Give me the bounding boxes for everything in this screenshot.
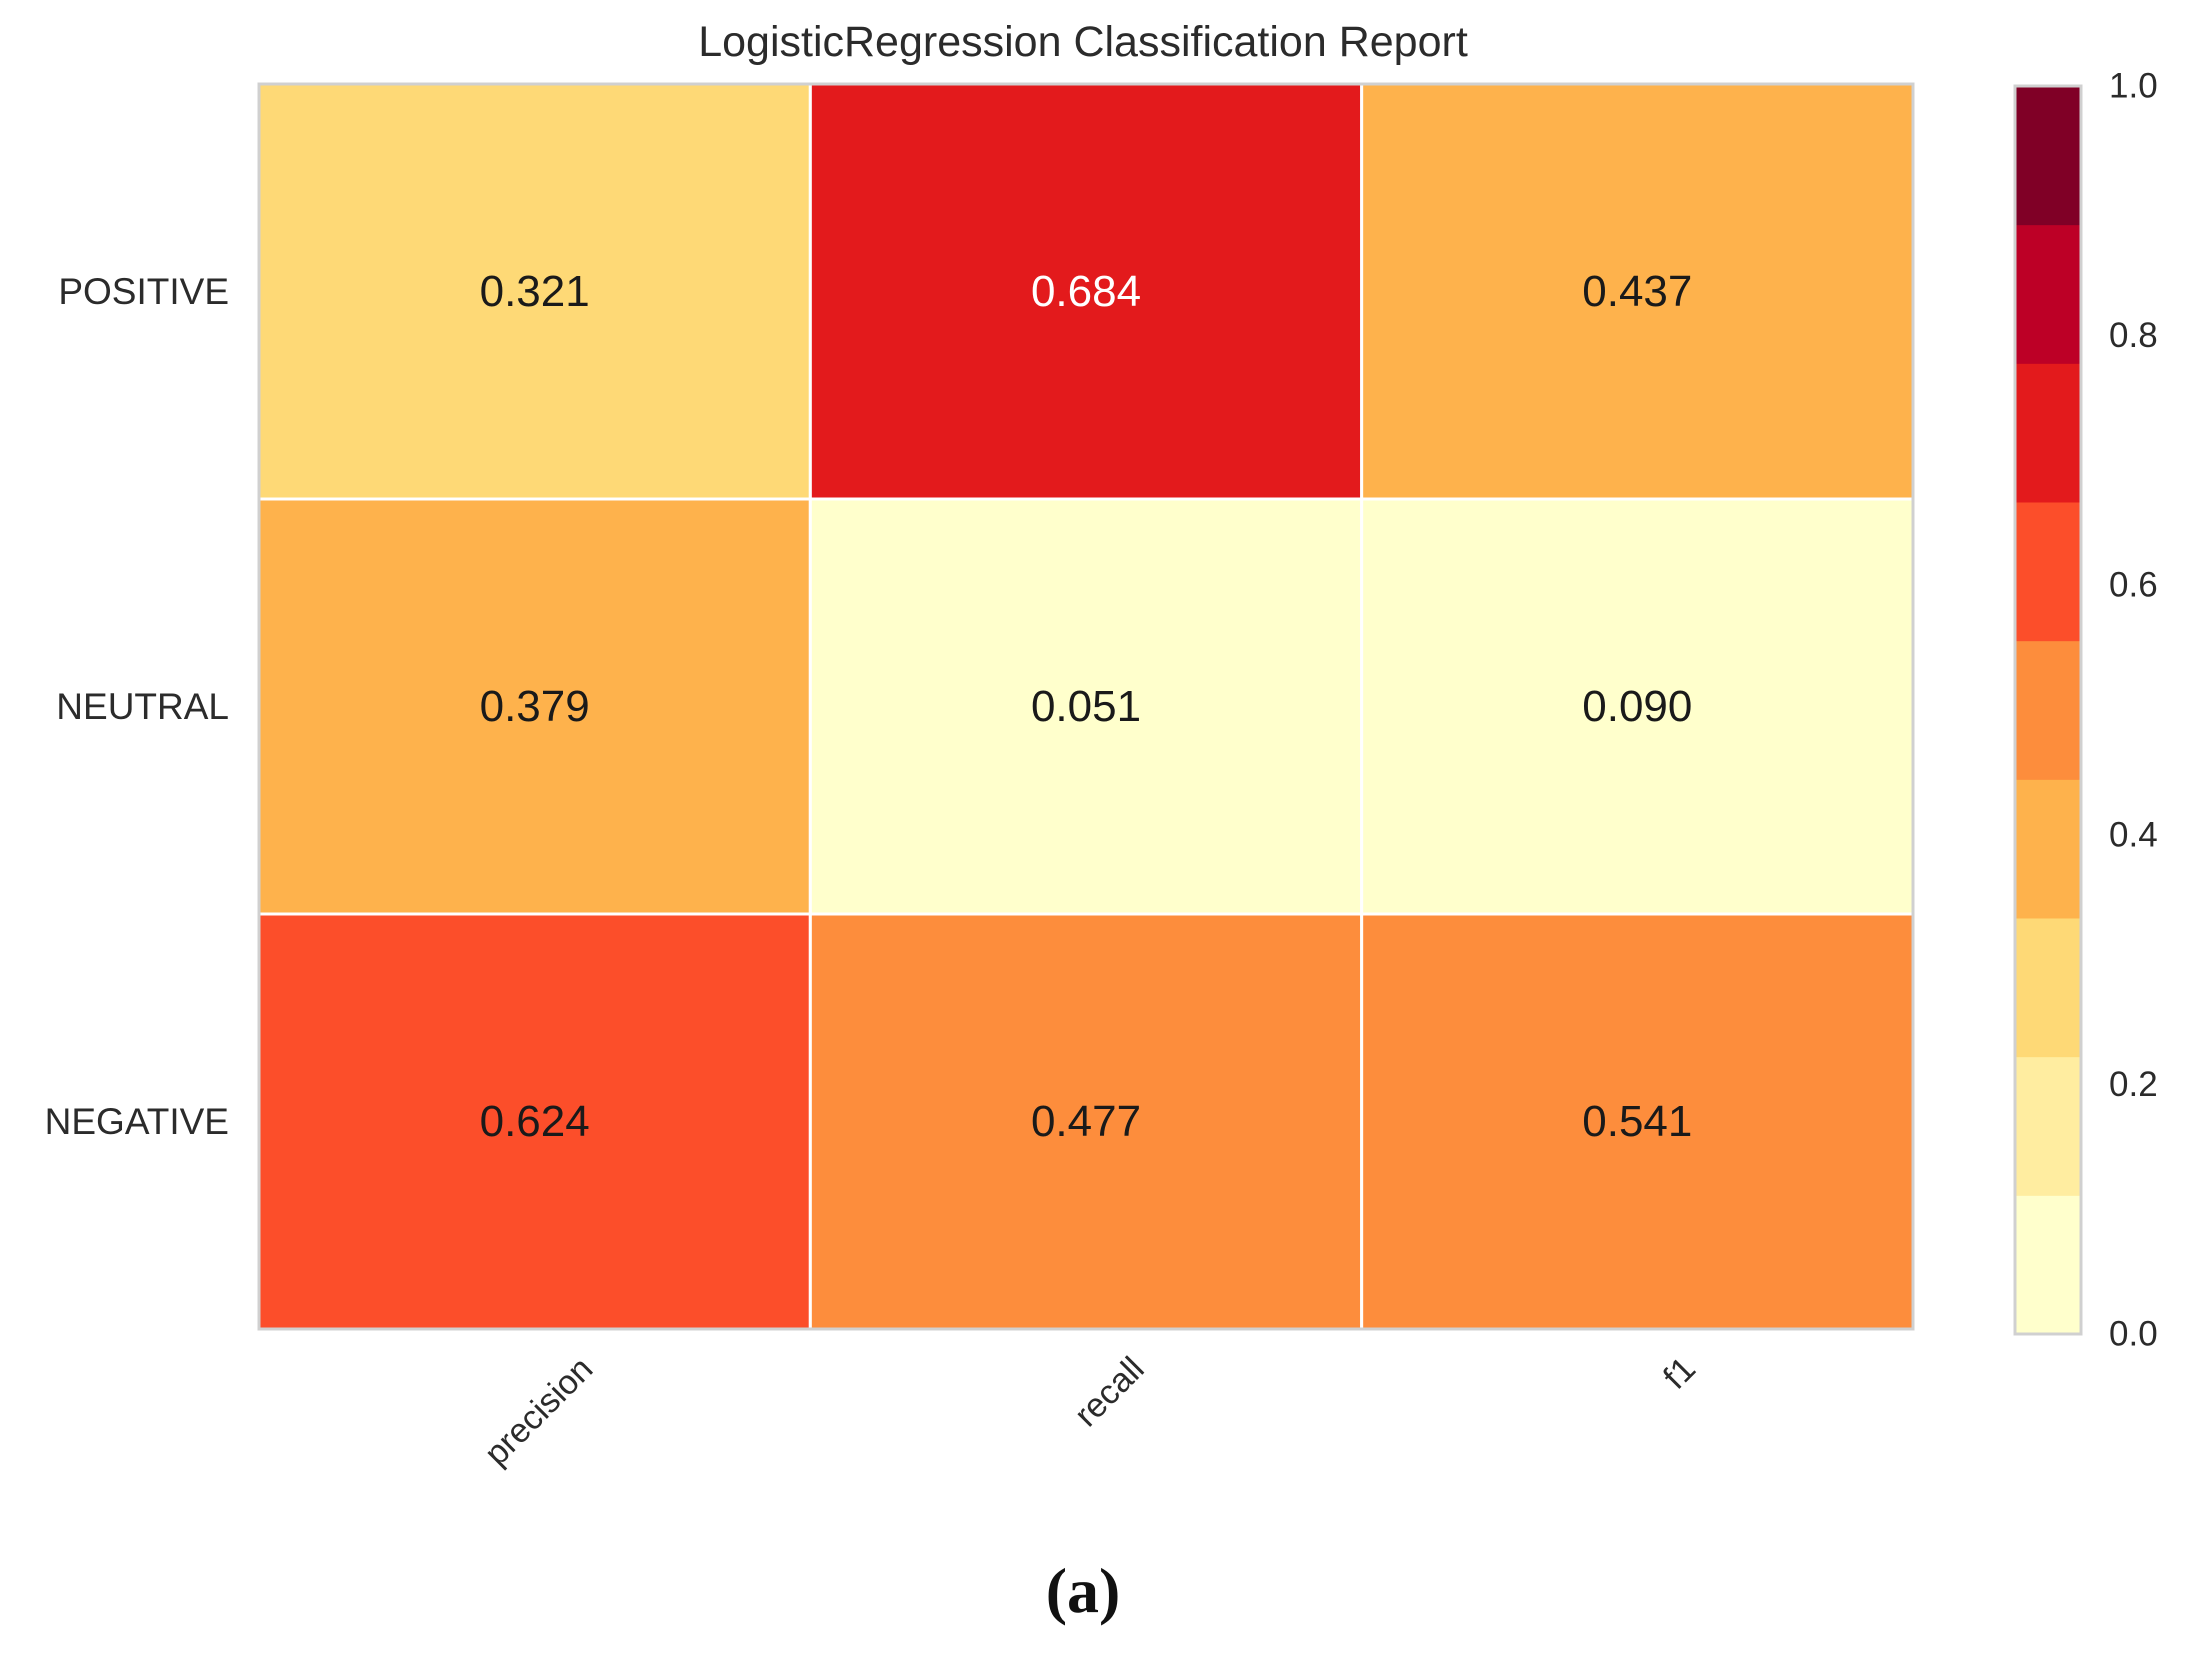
colorbar-tick-label: 0.0 (2109, 1315, 2158, 1354)
cell-value-label: 0.684 (1031, 267, 1141, 316)
cell-value-label: 0.051 (1031, 682, 1141, 731)
panel-label: (a) (1046, 1555, 1121, 1626)
column-label-f1: f1 (1656, 1350, 1703, 1397)
column-labels: precision recall f1 (477, 1350, 1703, 1473)
heatmap-cell-neutral-f1 (1360, 497, 1915, 916)
cell-value-label: 0.321 (480, 267, 590, 316)
row-label-positive: POSITIVE (58, 271, 229, 312)
colorbar-bin (2015, 640, 2081, 780)
colorbar-bin (2015, 1056, 2081, 1196)
colorbar: 0.0 0.2 0.4 0.6 0.8 1.0 (2013, 67, 2158, 1354)
colorbar-tick-label: 0.4 (2109, 815, 2158, 854)
cell-value-label: 0.541 (1582, 1097, 1692, 1146)
heatmap-cell-negative-precision (257, 912, 812, 1331)
heatmap-cell-positive-precision (257, 82, 812, 501)
heatmap-cell-positive-recall (808, 82, 1364, 501)
cell-value-label: 0.624 (480, 1097, 590, 1146)
colorbar-frame (2013, 84, 2083, 1336)
heatmap-cell-neutral-recall (808, 497, 1364, 916)
colorbar-bin (2015, 779, 2081, 919)
colorbar-tick-label: 0.2 (2109, 1065, 2158, 1104)
heatmap-cells: 0.321 0.684 0.437 0.379 0.051 0.090 0.624 0.477… (257, 82, 1915, 1331)
colorbar-bin (2015, 363, 2081, 503)
chart-title: LogisticRegression Classification Report (698, 18, 1468, 66)
cell-value-label: 0.477 (1031, 1097, 1141, 1146)
colorbar-bin (2015, 918, 2081, 1058)
heatmap-frame (257, 82, 1915, 1331)
column-label-precision: precision (477, 1350, 600, 1473)
row-labels: POSITIVE NEUTRAL NEGATIVE (45, 271, 229, 1142)
cell-value-label: 0.090 (1582, 682, 1692, 731)
colorbar-tick-label: 0.6 (2109, 566, 2158, 605)
colorbar-bin (2015, 1195, 2081, 1335)
colorbar-bin (2015, 86, 2081, 226)
row-label-negative: NEGATIVE (45, 1101, 229, 1142)
heatmap-cell-neutral-precision (257, 497, 812, 916)
row-label-neutral: NEUTRAL (56, 686, 229, 727)
colorbar-bin (2015, 224, 2081, 364)
cell-value-label: 0.379 (480, 682, 590, 731)
colorbar-tick-label: 0.8 (2109, 316, 2158, 355)
cell-value-label: 0.437 (1582, 267, 1692, 316)
heatmap-cell-negative-recall (808, 912, 1364, 1331)
colorbar-bin (2015, 502, 2081, 642)
colorbar-tick-label: 1.0 (2109, 67, 2158, 106)
column-label-recall: recall (1067, 1350, 1151, 1434)
